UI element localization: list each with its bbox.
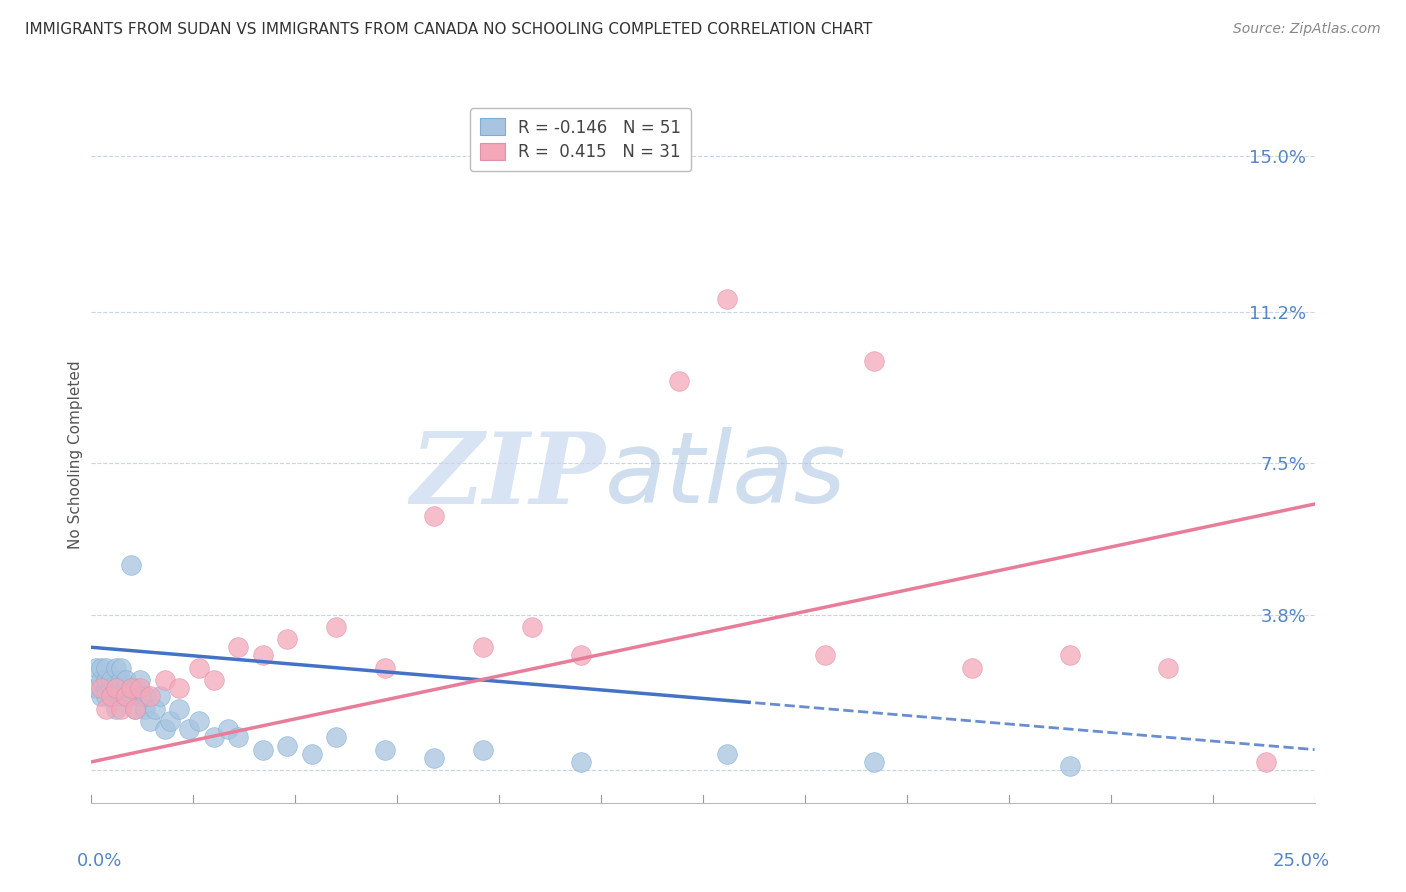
Point — [84, 681, 107, 696]
Point — [100, 690, 122, 704]
Point — [423, 751, 446, 765]
Point — [94, 690, 117, 704]
Point — [120, 681, 142, 696]
Point — [94, 661, 117, 675]
Point — [863, 755, 886, 769]
Point — [90, 681, 112, 696]
Point — [188, 661, 211, 675]
Point — [139, 714, 162, 728]
Text: ZIP: ZIP — [411, 427, 605, 524]
Text: atlas: atlas — [605, 427, 846, 524]
Point — [226, 731, 249, 745]
Point — [276, 739, 298, 753]
Point — [110, 701, 132, 715]
Y-axis label: No Schooling Completed: No Schooling Completed — [67, 360, 83, 549]
Point — [134, 701, 156, 715]
Point — [134, 690, 156, 704]
Point — [90, 673, 112, 687]
Point — [325, 731, 347, 745]
Point — [169, 681, 191, 696]
Point — [202, 673, 225, 687]
Point — [124, 701, 146, 715]
Point — [110, 690, 132, 704]
Point — [471, 640, 494, 655]
Point — [104, 701, 127, 715]
Point — [100, 681, 122, 696]
Point — [114, 690, 136, 704]
Point — [1059, 648, 1081, 663]
Point — [104, 681, 127, 696]
Point — [129, 690, 152, 704]
Point — [153, 673, 176, 687]
Point — [276, 632, 298, 646]
Point — [110, 673, 132, 687]
Point — [94, 701, 117, 715]
Point — [104, 681, 127, 696]
Point — [114, 690, 136, 704]
Point — [149, 690, 172, 704]
Text: 0.0%: 0.0% — [77, 852, 122, 870]
Point — [569, 648, 592, 663]
Point — [217, 722, 239, 736]
Point — [120, 558, 142, 573]
Point — [110, 661, 132, 675]
Point — [94, 681, 117, 696]
Point — [1059, 759, 1081, 773]
Point — [1254, 755, 1277, 769]
Point — [374, 742, 396, 756]
Point — [202, 731, 225, 745]
Point — [114, 681, 136, 696]
Point — [100, 690, 122, 704]
Point — [139, 690, 162, 704]
Text: 25.0%: 25.0% — [1272, 852, 1329, 870]
Point — [84, 661, 107, 675]
Point — [90, 690, 112, 704]
Point — [94, 673, 117, 687]
Point — [960, 661, 983, 675]
Point — [153, 722, 176, 736]
Point — [179, 722, 201, 736]
Point — [863, 353, 886, 368]
Point — [569, 755, 592, 769]
Point — [668, 374, 690, 388]
Point — [120, 690, 142, 704]
Point — [114, 673, 136, 687]
Point — [423, 509, 446, 524]
Point — [471, 742, 494, 756]
Point — [169, 701, 191, 715]
Point — [124, 681, 146, 696]
Point — [814, 648, 837, 663]
Point — [100, 673, 122, 687]
Point — [129, 673, 152, 687]
Point — [716, 293, 738, 307]
Point — [374, 661, 396, 675]
Point — [520, 620, 543, 634]
Point — [159, 714, 181, 728]
Point — [716, 747, 738, 761]
Point — [129, 681, 152, 696]
Point — [252, 648, 274, 663]
Point — [90, 661, 112, 675]
Point — [301, 747, 323, 761]
Point — [325, 620, 347, 634]
Point — [1157, 661, 1180, 675]
Legend: R = -0.146   N = 51, R =  0.415   N = 31: R = -0.146 N = 51, R = 0.415 N = 31 — [470, 109, 692, 171]
Point — [226, 640, 249, 655]
Text: Source: ZipAtlas.com: Source: ZipAtlas.com — [1233, 22, 1381, 37]
Point — [124, 701, 146, 715]
Point — [252, 742, 274, 756]
Text: IMMIGRANTS FROM SUDAN VS IMMIGRANTS FROM CANADA NO SCHOOLING COMPLETED CORRELATI: IMMIGRANTS FROM SUDAN VS IMMIGRANTS FROM… — [25, 22, 873, 37]
Point — [188, 714, 211, 728]
Point — [143, 701, 166, 715]
Point — [104, 661, 127, 675]
